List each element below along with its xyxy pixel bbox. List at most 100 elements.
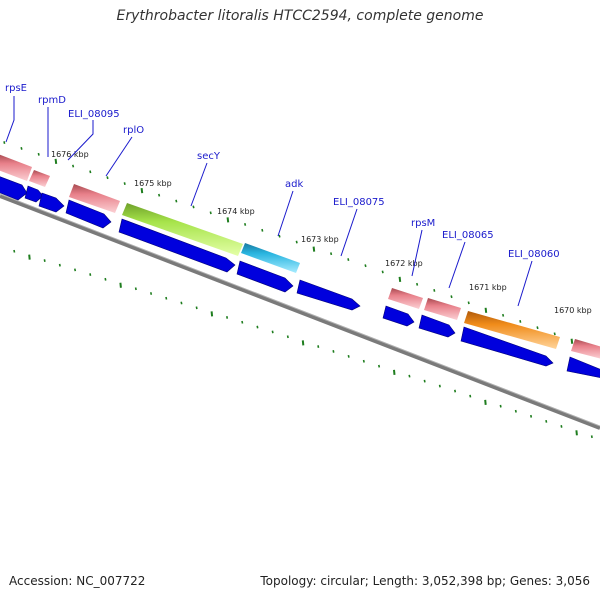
leader-line (277, 190, 294, 237)
gc-dot (438, 384, 441, 388)
gc-dot (150, 292, 153, 295)
gene-labels: rpsE rpmD ELI_08095 rplO secY adk ELI_08… (5, 83, 560, 260)
tick-mark (89, 170, 92, 174)
gc-dot (378, 364, 381, 368)
tick-mark (312, 246, 316, 252)
gc-dot (256, 325, 259, 329)
tick-mark (278, 234, 281, 238)
gc-dot (347, 354, 350, 358)
kbp-label: 1676 kbp (51, 150, 89, 159)
gene-bar-secY (122, 203, 243, 256)
map-title: Erythrobacter litoralis HTCC2594, comple… (116, 8, 484, 24)
gc-dot (469, 394, 472, 398)
leader-line (340, 208, 358, 257)
leader-line (448, 241, 466, 289)
gc-dot (499, 404, 502, 408)
tick-mark (106, 176, 109, 180)
gc-dot (484, 399, 487, 405)
gene-bar-rpsE (0, 154, 32, 181)
tick-mark (570, 338, 574, 344)
gc-dot (74, 268, 77, 272)
cds-arrow (24, 185, 44, 203)
tick-mark (209, 211, 212, 215)
gc-dot (165, 296, 168, 300)
kbp-label: 1673 kbp (301, 235, 339, 244)
gc-dot (514, 409, 517, 413)
gene-label-secY: secY (197, 151, 221, 162)
gc-dot (180, 301, 183, 305)
cds-arrow (460, 326, 554, 367)
tick-mark (37, 152, 40, 156)
gc-dot (560, 425, 563, 428)
gc-dot (317, 345, 320, 348)
gc-dot (332, 350, 335, 353)
gene-label-ELI_08060: ELI_08060 (508, 249, 560, 260)
tick-mark (261, 228, 264, 232)
gc-dot (58, 263, 61, 267)
gc-dot (530, 414, 533, 418)
gc-dot (393, 369, 396, 376)
tick-mark (398, 276, 402, 282)
gene-label-rpsE: rpsE (5, 83, 27, 94)
tick-mark (295, 240, 298, 244)
genome-summary-text: Topology: circular; Length: 3,052,398 bp… (260, 574, 590, 588)
tick-mark (467, 301, 470, 305)
kbp-tick-marks (3, 141, 574, 344)
leader-line (67, 120, 94, 161)
gene-label-adk: adk (285, 179, 303, 190)
tick-mark (347, 258, 350, 262)
gc-dot (545, 419, 548, 423)
tick-mark (175, 199, 178, 203)
gc-dot-track (13, 249, 593, 439)
kbp-label: 1674 kbp (217, 207, 255, 216)
kbp-labels: 1676 kbp 1675 kbp 1674 kbp 1673 kbp 1672… (51, 150, 592, 315)
tick-mark (553, 332, 556, 336)
cds-arrow (118, 218, 236, 273)
gc-dot (134, 287, 137, 291)
gc-dot (590, 435, 593, 439)
tick-mark (244, 223, 247, 226)
cds-arrow (38, 192, 65, 213)
gene-bar-rpsM (388, 288, 423, 309)
leader-line (5, 96, 15, 143)
gene-track (0, 154, 600, 359)
tick-mark (433, 289, 436, 292)
tick-mark (330, 252, 333, 256)
tick-mark (484, 307, 488, 313)
gc-dot (271, 330, 274, 334)
tick-mark (192, 205, 195, 209)
genome-backbone (0, 193, 600, 430)
gene-bar-rplO (69, 184, 120, 213)
tick-mark (123, 182, 126, 185)
gc-dot (13, 249, 16, 253)
gc-dot (286, 335, 289, 339)
gene-bar-rpmD (29, 170, 50, 187)
kbp-label: 1672 kbp (385, 259, 423, 268)
tick-mark (381, 270, 384, 274)
kbp-label: 1671 kbp (469, 283, 507, 292)
tick-mark (158, 193, 161, 197)
gene-label-rplO: rplO (123, 125, 144, 136)
kbp-label: 1675 kbp (134, 179, 172, 188)
tick-mark (226, 217, 230, 223)
gene-label-ELI_08095: ELI_08095 (68, 109, 120, 120)
tick-mark (416, 282, 419, 286)
gene-label-ELI_08065: ELI_08065 (442, 230, 494, 241)
gc-dot (454, 389, 457, 393)
gene-label-rpmD: rpmD (38, 95, 66, 106)
gc-dot (28, 254, 31, 260)
gc-dot (195, 306, 198, 310)
gene-bar-adk (241, 243, 300, 273)
gene-label-rpsM: rpsM (411, 218, 435, 229)
gc-dot (119, 282, 122, 288)
cds-arrow (296, 279, 361, 311)
tick-mark (519, 320, 522, 323)
tick-mark (72, 164, 75, 168)
gc-dot (408, 374, 411, 378)
cds-arrow (382, 305, 415, 327)
gene-bar-partial (571, 339, 600, 359)
cds-arrow (65, 199, 112, 229)
kbp-label: 1670 kbp (554, 306, 592, 315)
tick-mark (364, 264, 367, 268)
